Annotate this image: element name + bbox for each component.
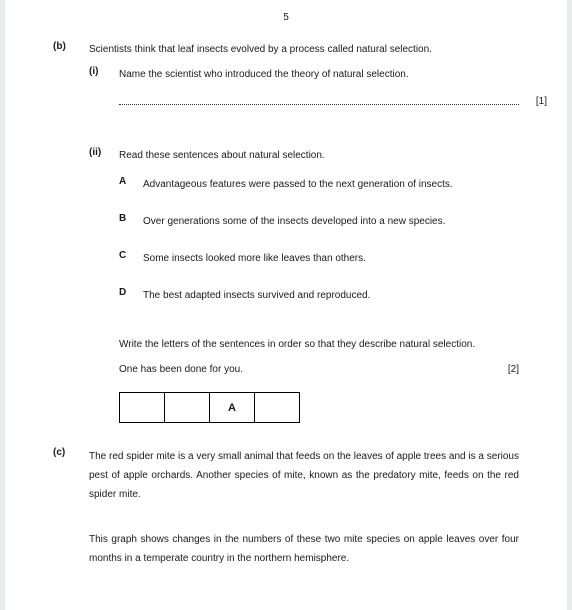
part-c: (c) The red spider mite is a very small … — [53, 447, 519, 576]
page-number: 5 — [53, 12, 519, 23]
part-b-ii-label: (ii) — [89, 147, 119, 447]
option-a-label: A — [119, 176, 143, 201]
part-b-ii: (ii) Read these sentences about natural … — [89, 147, 519, 447]
order-boxes: A — [119, 392, 300, 423]
part-b: (b) Scientists think that leaf insects e… — [53, 41, 519, 447]
option-d-label: D — [119, 287, 143, 312]
option-c-label: C — [119, 250, 143, 275]
part-c-para2: This graph shows changes in the numbers … — [89, 530, 519, 568]
order-box-4[interactable] — [255, 393, 300, 423]
part-b-label: (b) — [53, 41, 89, 447]
part-c-label: (c) — [53, 447, 89, 576]
option-c-text: Some insects looked more like leaves tha… — [143, 250, 519, 267]
answer-line[interactable]: [1] — [119, 93, 519, 105]
exam-page: 5 (b) Scientists think that leaf insects… — [5, 0, 567, 610]
option-d: D The best adapted insects survived and … — [119, 287, 519, 312]
option-a-text: Advantageous features were passed to the… — [143, 176, 519, 193]
option-a: A Advantageous features were passed to t… — [119, 176, 519, 201]
option-d-text: The best adapted insects survived and re… — [143, 287, 519, 304]
order-box-3[interactable]: A — [210, 393, 255, 423]
option-c: C Some insects looked more like leaves t… — [119, 250, 519, 275]
order-box-1[interactable] — [120, 393, 165, 423]
part-c-para1: The red spider mite is a very small anim… — [89, 447, 519, 504]
option-b: B Over generations some of the insects d… — [119, 213, 519, 238]
part-b-i-prompt: Name the scientist who introduced the th… — [119, 66, 519, 83]
option-b-label: B — [119, 213, 143, 238]
part-b-i: (i) Name the scientist who introduced th… — [89, 66, 519, 125]
part-b-i-label: (i) — [89, 66, 119, 125]
part-b-ii-instruction: Write the letters of the sentences in or… — [119, 336, 519, 353]
part-b-ii-done: One has been done for you. [2] — [119, 361, 519, 378]
part-b-intro: Scientists think that leaf insects evolv… — [89, 41, 519, 58]
part-b-i-marks: [1] — [534, 96, 547, 107]
option-b-text: Over generations some of the insects dev… — [143, 213, 519, 230]
done-for-you-text: One has been done for you. — [119, 364, 243, 375]
order-box-2[interactable] — [165, 393, 210, 423]
part-b-ii-marks: [2] — [508, 361, 519, 378]
part-b-ii-prompt: Read these sentences about natural selec… — [119, 147, 519, 164]
